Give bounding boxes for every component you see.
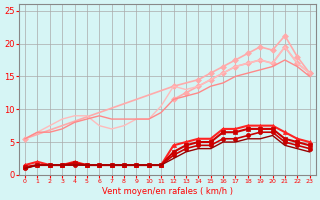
X-axis label: Vent moyen/en rafales ( km/h ): Vent moyen/en rafales ( km/h )	[102, 187, 233, 196]
